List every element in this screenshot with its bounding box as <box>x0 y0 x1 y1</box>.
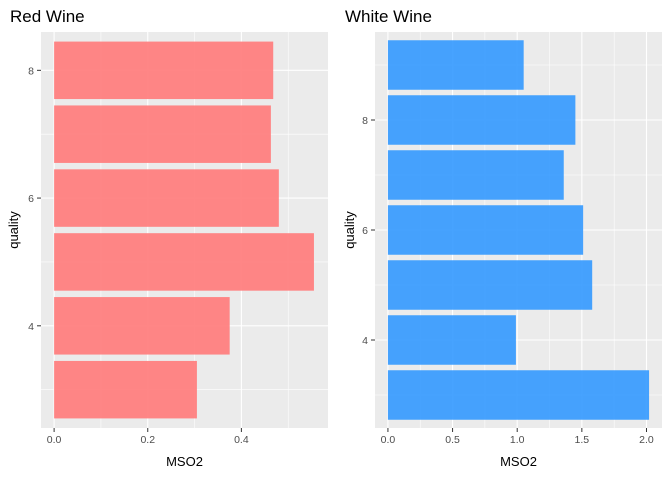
red-x-tick-label: 0.4 <box>234 434 249 446</box>
white-bar-quality-9 <box>387 40 524 90</box>
red-y-tick-label: 4 <box>28 321 34 333</box>
white-x-tick-label: 2.0 <box>639 434 654 446</box>
red-wine-chart: 0.0 0.2 0.4 4 6 8 Red Wine MSO2 quality <box>6 7 328 469</box>
white-bar-quality-5 <box>387 260 593 310</box>
white-y-tick-label: 6 <box>362 225 368 237</box>
white-bar-quality-6 <box>387 205 584 255</box>
white-bar-quality-7 <box>387 150 564 200</box>
white-x-axis-title: MSO2 <box>500 454 537 469</box>
white-y-tick-label: 4 <box>362 335 368 347</box>
white-chart-title: White Wine <box>345 7 432 26</box>
white-y-tick-label: 8 <box>362 115 368 127</box>
red-bar-quality-5 <box>54 233 314 291</box>
white-x-tick-label: 0.5 <box>445 434 460 446</box>
red-y-tick-label: 6 <box>28 193 34 205</box>
red-chart-title: Red Wine <box>10 7 85 26</box>
red-x-tick-label: 0.2 <box>140 434 155 446</box>
white-wine-chart: 0.0 0.5 1.0 1.5 2.0 4 6 8 White Wine MSO2 quality <box>342 7 662 469</box>
white-x-tick-label: 1.0 <box>510 434 525 446</box>
red-y-tick-label: 8 <box>28 65 34 77</box>
red-bar-quality-8 <box>54 41 274 100</box>
red-x-tick-label: 0.0 <box>47 434 62 446</box>
red-y-axis-title: quality <box>6 211 21 249</box>
white-bar-quality-3 <box>387 370 650 420</box>
white-bar-quality-4 <box>387 315 516 365</box>
red-bar-quality-7 <box>54 105 271 163</box>
red-bar-quality-6 <box>54 169 279 227</box>
red-x-axis-title: MSO2 <box>166 454 203 469</box>
white-y-axis-title: quality <box>342 211 357 249</box>
white-x-tick-label: 0.0 <box>381 434 396 446</box>
white-x-tick-label: 1.5 <box>575 434 590 446</box>
white-bar-quality-8 <box>387 95 576 145</box>
red-bar-quality-3 <box>54 360 197 419</box>
red-bar-quality-4 <box>54 297 230 355</box>
